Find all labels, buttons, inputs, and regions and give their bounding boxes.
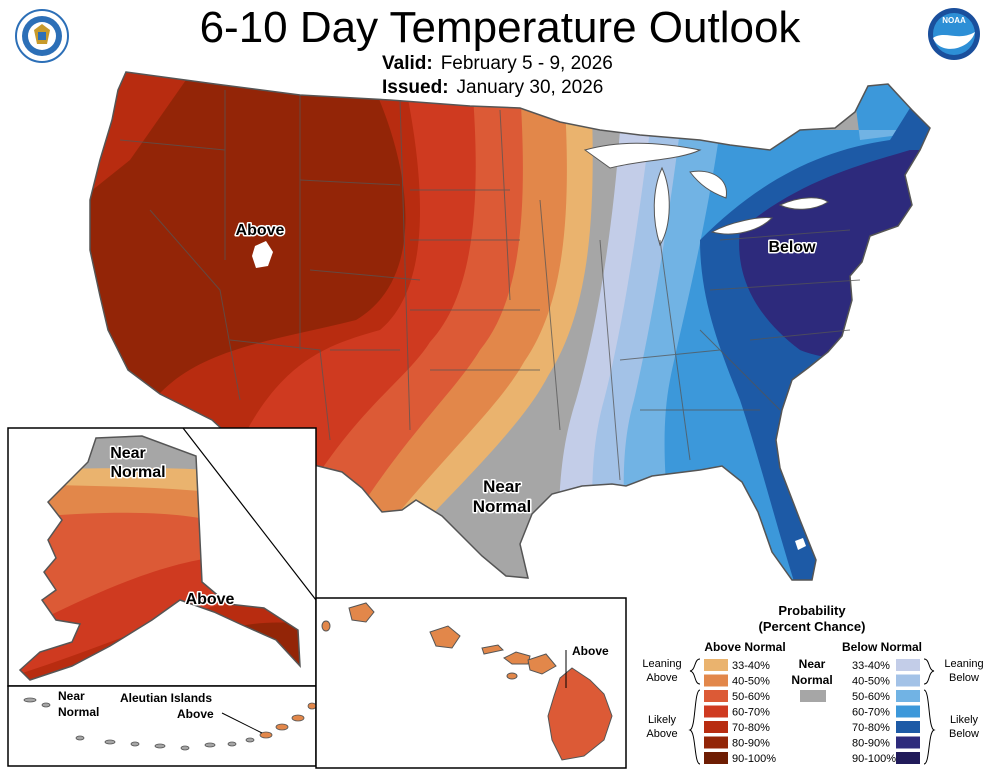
- legend-leaning-below-2: Below: [949, 672, 979, 684]
- legend-braces: [688, 658, 936, 765]
- legend-below-label-6: 90-100%: [852, 753, 896, 765]
- legend-above-swatch-4: [704, 721, 728, 733]
- legend-below-swatch-3: [896, 705, 920, 718]
- label-near-normal-texas-2: Normal: [473, 497, 532, 516]
- legend-above-swatch-5: [704, 736, 728, 749]
- aleutian-islands-near-normal: [23, 697, 255, 751]
- aleutian-inset-frame: [7, 685, 317, 767]
- lake-okeechobee: [795, 538, 806, 550]
- legend-above-label-4: 70-80%: [732, 722, 770, 734]
- label-alaska-near-1: Near: [110, 445, 146, 462]
- legend-likely-above-2: Above: [646, 728, 677, 740]
- legend-above-swatches: 33-40% 40-50% 50-60% 60-70% 70-80% 80-90% 90-1…: [704, 659, 776, 765]
- legend-below-swatch-5: [896, 736, 920, 749]
- legend-below-label-3: 60-70%: [852, 707, 890, 719]
- legend-near-1: Near: [799, 657, 826, 671]
- legend-likely-below-1: Likely: [950, 714, 979, 726]
- legend-above-swatch-3: [704, 705, 728, 718]
- legend-below-swatches: 33-40% 40-50% 50-60% 60-70% 70-80% 80-90% 90-1…: [852, 659, 920, 765]
- aleutian-islands-above: [259, 702, 317, 739]
- label-aleutian-near-2: Normal: [58, 705, 99, 719]
- legend: Probability (Percent Chance) Above Norma…: [642, 603, 983, 765]
- legend-below-label-5: 80-90%: [852, 738, 890, 750]
- page-title: 6-10 Day Temperature Outlook: [199, 3, 801, 52]
- legend-below-header: Below Normal: [842, 640, 922, 654]
- legend-likely-below-2: Below: [949, 728, 979, 740]
- label-hawaii-above: Above: [572, 644, 609, 658]
- alaska-inset-connector: [182, 427, 317, 601]
- valid-label: Valid:: [382, 53, 433, 74]
- legend-above-label-5: 80-90%: [732, 738, 770, 750]
- legend-above-label-1: 40-50%: [732, 676, 770, 688]
- label-alaska-above: Above: [186, 591, 235, 608]
- legend-above-label-2: 50-60%: [732, 691, 770, 703]
- legend-below-swatch-1: [896, 674, 920, 687]
- legend-leaning-above-2: Above: [646, 672, 677, 684]
- legend-below-label-0: 33-40%: [852, 660, 890, 672]
- legend-leaning-above-1: Leaning: [642, 658, 681, 670]
- legend-above-label-6: 90-100%: [732, 753, 776, 765]
- legend-near-swatch: [800, 690, 826, 702]
- legend-below-label-1: 40-50%: [852, 676, 890, 688]
- department-of-commerce-seal: [15, 9, 69, 63]
- legend-title-1: Probability: [778, 603, 846, 618]
- great-lakes: [583, 142, 829, 247]
- legend-below-swatch-0: [896, 659, 920, 671]
- legend-below-swatch-2: [896, 690, 920, 702]
- great-salt-lake: [252, 241, 273, 268]
- legend-below-label-4: 70-80%: [852, 722, 890, 734]
- label-near-normal-texas-1: Near: [483, 477, 521, 496]
- label-above-west: Above: [236, 222, 285, 239]
- legend-likely-above-1: Likely: [648, 714, 677, 726]
- label-aleutian-near-1: Near: [58, 689, 85, 703]
- legend-above-header: Above Normal: [704, 640, 785, 654]
- label-alaska-near-2: Normal: [110, 464, 165, 481]
- legend-below-label-2: 50-60%: [852, 691, 890, 703]
- svg-text:NOAA: NOAA: [942, 16, 966, 25]
- legend-above-swatch-1: [704, 674, 728, 687]
- issued-date: Issued: January 30, 2026: [382, 76, 603, 100]
- legend-below-swatch-4: [896, 721, 920, 733]
- issued-value: January 30, 2026: [456, 77, 604, 98]
- label-below-east: Below: [768, 239, 816, 256]
- alaska-outline: [18, 435, 301, 681]
- legend-near-2: Normal: [791, 673, 832, 687]
- legend-above-label-0: 33-40%: [732, 660, 770, 672]
- legend-above-label-3: 60-70%: [732, 707, 770, 719]
- state-boundaries: [119, 90, 861, 481]
- label-aleutian-title: Aleutian Islands: [120, 691, 212, 705]
- valid-value: February 5 - 9, 2026: [440, 53, 613, 74]
- legend-leaning-below-1: Leaning: [944, 658, 983, 670]
- band-above-80-90: [90, 72, 406, 420]
- noaa-logo: NOAA: [928, 8, 980, 60]
- label-aleutian-above: Above: [177, 707, 214, 721]
- legend-title-2: (Percent Chance): [759, 619, 866, 634]
- legend-above-swatch-2: [704, 690, 728, 702]
- legend-above-swatch-0: [704, 659, 728, 671]
- legend-above-swatch-6: [704, 752, 728, 764]
- aleutian-pointer-line: [221, 712, 263, 734]
- valid-dates: Valid: February 5 - 9, 2026: [382, 52, 613, 76]
- hawaii-islands: [321, 602, 557, 680]
- issued-label: Issued:: [382, 77, 449, 98]
- legend-below-swatch-6: [896, 752, 920, 764]
